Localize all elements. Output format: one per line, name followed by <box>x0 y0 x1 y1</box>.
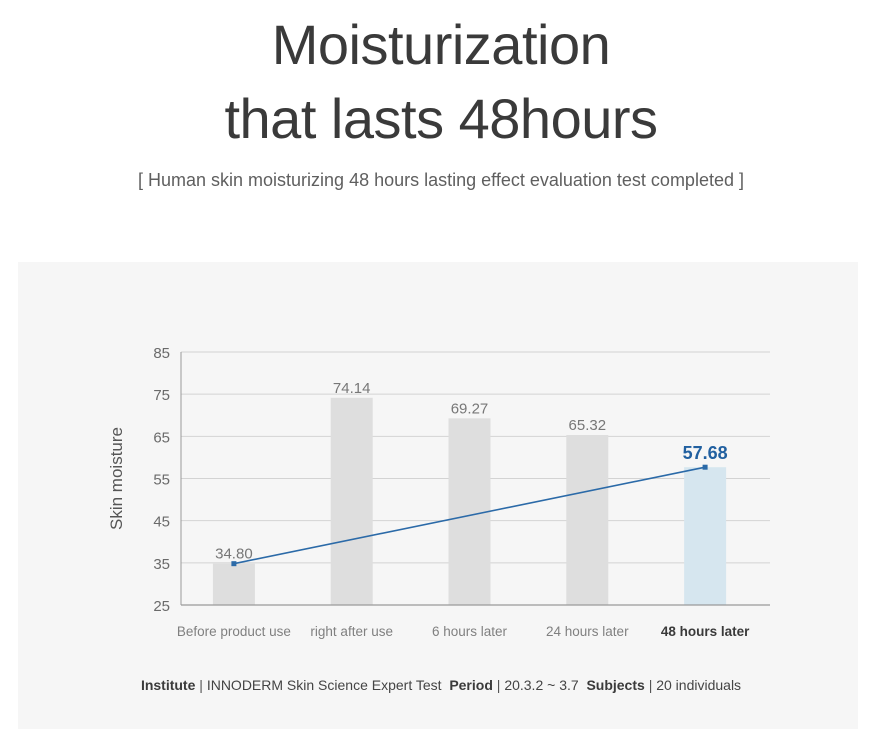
subjects-value: 20 individuals <box>656 677 742 693</box>
y-tick-label: 35 <box>153 556 170 573</box>
y-tick-label: 85 <box>153 345 170 362</box>
bar-4 <box>566 434 609 605</box>
separator: | <box>648 677 653 693</box>
study-info: Institute | INNODERM Skin Science Expert… <box>0 677 882 693</box>
trend-point-end <box>702 464 708 470</box>
subtitle: [ Human skin moisturizing 48 hours lasti… <box>138 170 744 190</box>
category-label: Before product use <box>177 624 291 639</box>
y-tick-label: 55 <box>153 472 170 489</box>
value-label: 34.80 <box>215 546 253 563</box>
trend-line-group <box>231 464 708 567</box>
value-label: 65.32 <box>569 417 607 434</box>
title-line-1: Moisturization <box>271 13 611 76</box>
trend-point-start <box>231 561 237 567</box>
period-value: 20.3.2 ~ 3.7 <box>504 677 579 693</box>
category-label: 24 hours later <box>546 624 629 639</box>
axes <box>180 352 770 606</box>
bar-2 <box>330 397 373 605</box>
subjects-label: Subjects <box>586 677 645 693</box>
labels: 85 75 65 55 45 35 25 Skin moisture 34.80 Before p… <box>107 345 750 639</box>
y-tick-label: 25 <box>153 598 170 615</box>
y-tick-label: 45 <box>153 514 170 531</box>
y-axis-title: Skin moisture <box>107 427 126 530</box>
category-label: 48 hours later <box>661 624 750 639</box>
title-line-2: that lasts 48hours <box>224 87 658 150</box>
bars <box>212 397 727 605</box>
value-label: 69.27 <box>451 400 489 417</box>
separator: | <box>199 677 203 693</box>
value-label: 74.14 <box>333 380 371 397</box>
bar-3 <box>448 418 491 605</box>
value-label: 57.68 <box>683 443 728 463</box>
period-label: Period <box>449 677 493 693</box>
category-label: right after use <box>310 624 393 639</box>
bar-1 <box>212 563 255 605</box>
y-tick-label: 65 <box>153 429 170 446</box>
institute-value: INNODERM Skin Science Expert Test <box>206 677 442 693</box>
institute-label: Institute <box>140 677 196 693</box>
trend-line <box>233 466 706 565</box>
category-label: 6 hours later <box>432 624 508 639</box>
y-tick-label: 75 <box>153 387 170 404</box>
bar-5 <box>684 467 727 605</box>
separator: | <box>496 677 501 693</box>
